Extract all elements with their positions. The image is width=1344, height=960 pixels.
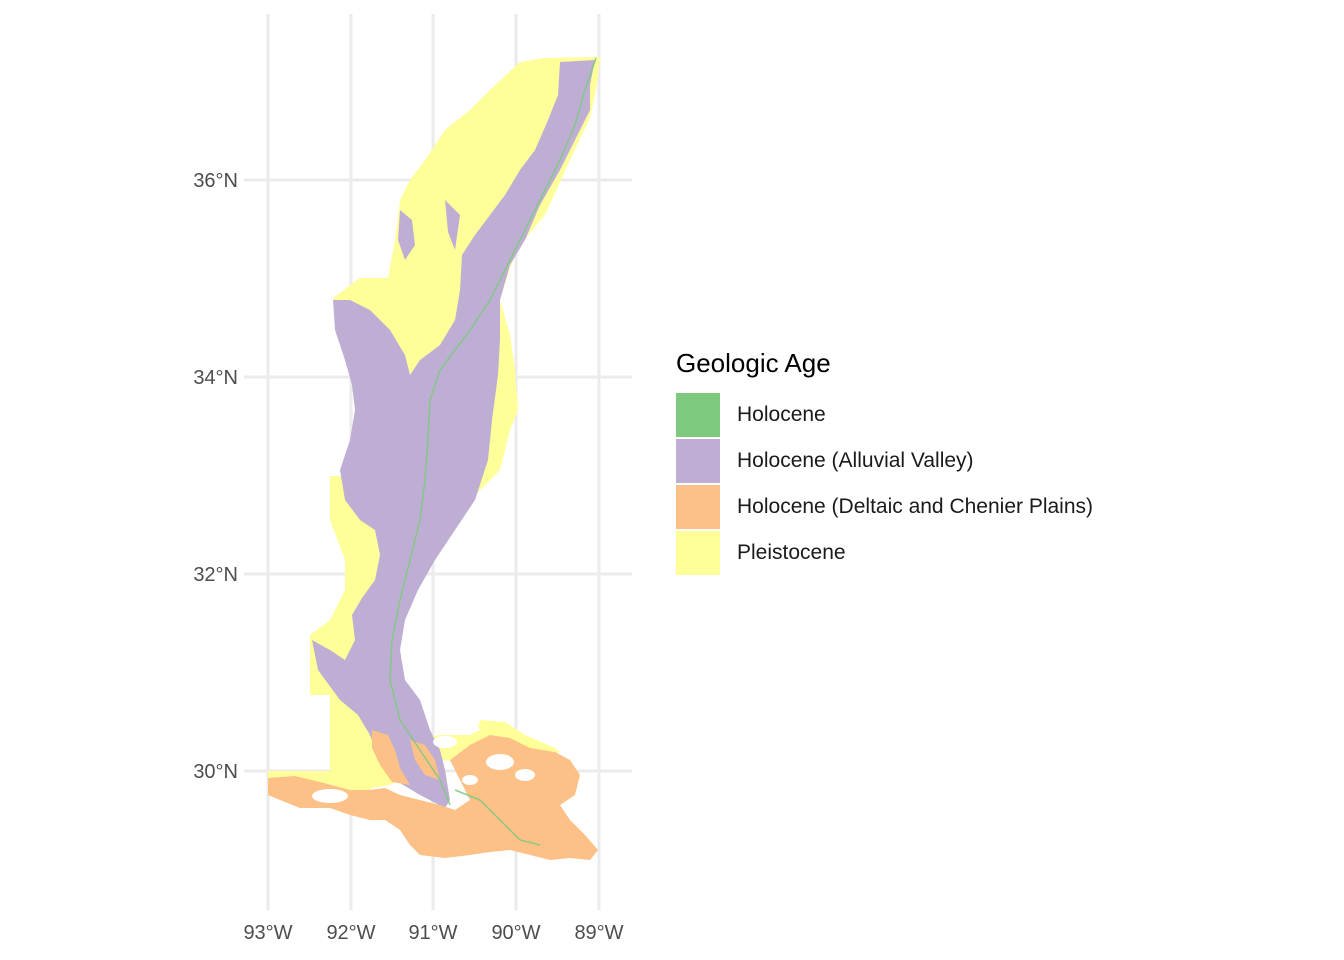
y-tick-36n: 36°N (193, 170, 238, 192)
legend-item-alluvial: Holocene (Alluvial Valley) (676, 438, 1093, 484)
legend-swatch-pleistocene (676, 531, 720, 575)
x-tick-89w: 89°W (574, 922, 623, 944)
y-axis-labels: 36°N 34°N 32°N 30°N (193, 170, 238, 783)
legend: Geologic Age Holocene Holocene (Alluvial… (676, 346, 1093, 576)
delta-water (312, 736, 535, 803)
legend-label-pleistocene: Pleistocene (737, 541, 846, 564)
legend-label-deltaic: Holocene (Deltaic and Chenier Plains) (737, 495, 1094, 518)
holocene-channels (389, 57, 597, 846)
y-tick-32n: 32°N (193, 564, 238, 586)
legend-label-alluvial: Holocene (Alluvial Valley) (737, 449, 974, 472)
legend-item-holocene: Holocene (676, 392, 1093, 438)
legend-item-deltaic: Holocene (Deltaic and Chenier Plains) (676, 484, 1093, 530)
legend-swatch-holocene (676, 393, 720, 437)
x-tick-93w: 93°W (243, 922, 292, 944)
alluvial-valley-region (312, 60, 595, 808)
legend-label-holocene: Holocene (737, 403, 826, 426)
legend-swatch-alluvial (676, 439, 720, 483)
y-tick-30n: 30°N (193, 761, 238, 783)
legend-item-pleistocene: Pleistocene (676, 530, 1093, 576)
y-tick-34n: 34°N (193, 367, 238, 389)
x-tick-91w: 91°W (408, 922, 457, 944)
legend-title: Geologic Age (676, 348, 831, 378)
x-axis-labels: 93°W 92°W 91°W 90°W 89°W (243, 922, 623, 944)
legend-swatch-deltaic (676, 485, 720, 529)
x-tick-90w: 90°W (491, 922, 540, 944)
x-tick-92w: 92°W (326, 922, 375, 944)
